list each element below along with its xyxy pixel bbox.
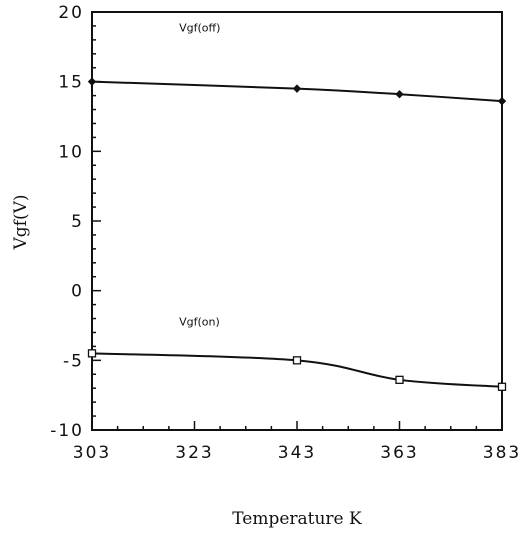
x-tick-label: 343 (278, 443, 316, 463)
data-point (87, 349, 97, 358)
series-1 (87, 77, 507, 106)
data-point (497, 96, 507, 106)
series-line (91, 80, 503, 103)
plot-frame (91, 11, 503, 431)
x-tick-label: 323 (175, 443, 213, 463)
x-axis-label: Temperature K (232, 509, 362, 529)
y-tick-label: -10 (50, 421, 84, 441)
series-2 (87, 349, 507, 391)
data-point (292, 356, 302, 365)
data-point (87, 77, 97, 86)
series-layer (87, 77, 507, 391)
data-point (395, 89, 404, 99)
data-point (395, 375, 404, 384)
series-annotation: Vgf(off) (179, 22, 220, 35)
y-tick-label: 15 (58, 73, 84, 93)
y-axis-label: Vgf(V) (11, 195, 31, 251)
x-tick-label: 383 (483, 443, 521, 463)
series-line (91, 352, 503, 388)
axis-tick-labels: -10 -5 0 5 10 15 20 303 323 343 363 383 (50, 3, 521, 463)
data-point (497, 382, 507, 391)
data-point (292, 84, 302, 93)
series-annotation: Vgf(on) (179, 316, 220, 329)
y-tick-label: 20 (58, 3, 84, 23)
axis-ticks (91, 11, 503, 431)
x-tick-label: 303 (73, 443, 111, 463)
y-tick-label: -5 (63, 351, 84, 371)
annotation-layer: Vgf(off) Vgf(on) (179, 22, 220, 329)
y-tick-label: 10 (58, 142, 84, 162)
y-tick-label: 5 (71, 212, 84, 232)
x-tick-label: 363 (380, 443, 418, 463)
y-tick-label: 0 (71, 282, 84, 302)
